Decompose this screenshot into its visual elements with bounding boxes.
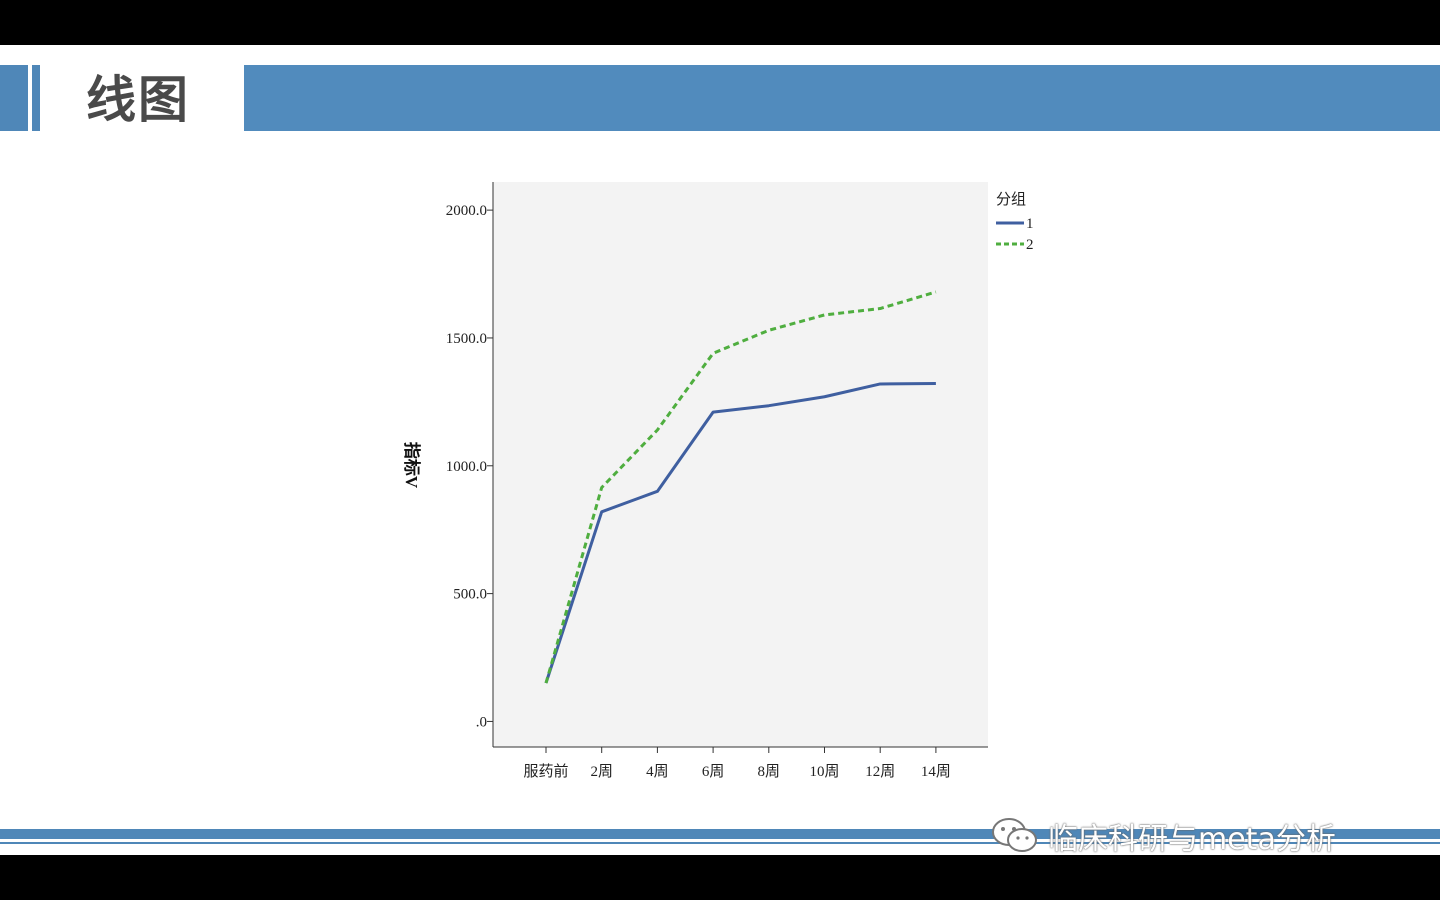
y-tick-label: .0	[476, 714, 487, 730]
plot-area	[493, 182, 988, 747]
slide: 线图 .0 500.0 1000.0 1500.0 2000.0 服药前 2周 4周 6周 8周 1…	[0, 45, 1440, 857]
y-tick-label: 1500.0	[446, 331, 487, 347]
legend-label-2: 2	[1026, 237, 1034, 253]
legend-label-1: 1	[1026, 216, 1034, 232]
footer-band-thin	[0, 842, 1440, 844]
legend-title: 分组	[996, 191, 1026, 208]
x-tick-label: 2周	[590, 763, 613, 780]
x-tick-label: 服药前	[523, 763, 568, 780]
y-tick-label: 1000.0	[446, 459, 487, 475]
y-tick-label: 2000.0	[446, 203, 487, 219]
title-accent-bar	[0, 65, 28, 131]
x-tick-label: 6周	[702, 763, 725, 780]
line-chart: .0 500.0 1000.0 1500.0 2000.0 服药前 2周 4周 6周 8周 10周 1…	[402, 182, 1034, 780]
x-tick-label: 8周	[758, 763, 781, 780]
header-band	[244, 65, 1440, 131]
slide-title: 线图	[86, 71, 190, 129]
x-tick-label: 4周	[646, 763, 669, 780]
y-tick-label: 500.0	[453, 587, 487, 603]
watermark-text: 临床科研与meta分析	[1048, 822, 1336, 857]
y-axis-title: 指标V	[402, 442, 422, 489]
x-tick-label: 14周	[921, 763, 951, 780]
watermark: 临床科研与meta分析	[990, 811, 1336, 861]
series-line-1	[544, 381, 936, 684]
x-tick-label: 10周	[809, 763, 839, 780]
x-tick-label: 12周	[865, 763, 895, 780]
series-line-2	[544, 290, 937, 684]
wechat-icon	[990, 816, 1040, 856]
title-accent-bar-thin	[32, 65, 40, 131]
footer-band	[0, 829, 1440, 839]
